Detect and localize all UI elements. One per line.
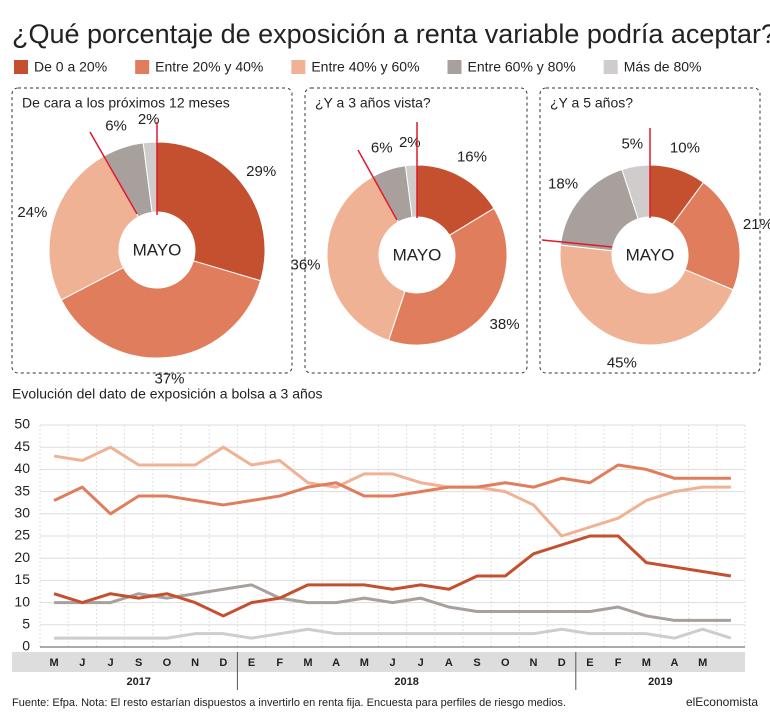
x-tick-label: J [79,657,85,669]
donut-center [119,212,195,288]
value-label: 2% [399,134,421,151]
panel-box [304,87,528,374]
value-label: 6% [105,118,127,135]
pointer [357,149,398,221]
y-tick-label: 0 [22,638,30,654]
year-label: 2017 [126,676,150,688]
brand: elEconomista [686,695,758,709]
x-tick-label: M [360,657,369,669]
x-tick-label: J [107,657,113,669]
y-tick-label: 25 [14,527,30,543]
x-tick-label: A [445,657,453,669]
legend-swatch [135,60,150,74]
x-tick-label: A [332,657,340,669]
x-tick-label: O [501,657,510,669]
legend-label: De 0 a 20% [34,59,107,75]
y-tick-label: 5 [22,616,30,632]
series-line [54,627,732,640]
x-tick-label: F [276,657,283,669]
pointer [541,239,613,248]
value-label: 29% [246,163,276,180]
x-tick-label: D [558,657,566,669]
y-tick-label: 35 [14,482,30,498]
page-title: ¿Qué porcentaje de exposición a renta va… [12,19,770,49]
line-title: Evolución del dato de exposición a bolsa… [12,386,323,402]
donut-center [612,217,688,293]
legend-label: Entre 20% y 40% [155,59,263,75]
x-tick-label: M [50,657,59,669]
month-band [12,652,745,672]
value-label: 6% [371,140,393,157]
legend-swatch [14,60,28,74]
year-label: 2019 [648,676,672,688]
legend-label: Más de 80% [624,59,702,75]
legend-label: Entre 60% y 80% [468,59,576,75]
panel-title: ¿Y a 3 años vista? [315,95,431,111]
series-line [54,583,731,622]
value-label: 2% [138,111,160,128]
legend-label: Entre 40% y 60% [311,59,419,75]
panel-title: De cara a los próximos 12 meses [22,95,230,111]
legend-swatch [603,60,618,74]
panel-box [11,87,293,374]
x-tick-label: D [219,657,227,669]
x-tick-label: M [698,657,707,669]
value-label: 36% [291,257,321,274]
value-label: 5% [621,135,643,152]
x-tick-label: S [473,657,480,669]
x-tick-label: A [671,657,679,669]
series-line [53,534,732,618]
value-label: 37% [154,370,184,387]
series-line [53,463,731,516]
x-tick-label: N [530,657,538,669]
y-tick-label: 20 [14,549,30,565]
x-tick-label: E [248,657,255,669]
year-label: 2018 [394,676,418,688]
y-tick-label: 15 [14,571,30,587]
value-label: 18% [548,175,578,192]
x-tick-label: S [135,657,142,669]
value-label: 21% [743,216,770,233]
legend-swatch [447,60,462,74]
x-tick-label: J [418,657,424,669]
y-tick-label: 40 [14,460,30,476]
value-label: 45% [607,354,637,371]
value-label: 24% [17,204,47,221]
x-tick-label: F [615,657,622,669]
legend-swatch [291,60,306,74]
panel-title: ¿Y a 5 años? [550,95,633,111]
donut-center [379,217,455,293]
center-label: MAYO [133,240,182,259]
panel-box [539,87,761,374]
value-label: 16% [457,148,487,165]
x-tick-label: N [191,657,199,669]
y-tick-label: 30 [14,505,30,521]
series-line [53,445,731,538]
x-tick-label: M [303,657,312,669]
x-tick-label: M [642,657,651,669]
source: Fuente: Efpa. Nota: El resto estarían di… [12,697,566,709]
center-label: MAYO [393,245,442,264]
y-tick-label: 45 [14,438,30,454]
y-tick-label: 10 [14,593,30,609]
x-tick-label: E [586,657,593,669]
y-tick-label: 50 [14,416,30,432]
pointer [89,131,138,215]
x-tick-label: J [389,657,395,669]
center-label: MAYO [626,245,675,264]
value-label: 38% [490,316,520,333]
x-tick-label: O [163,657,172,669]
value-label: 10% [670,140,700,157]
